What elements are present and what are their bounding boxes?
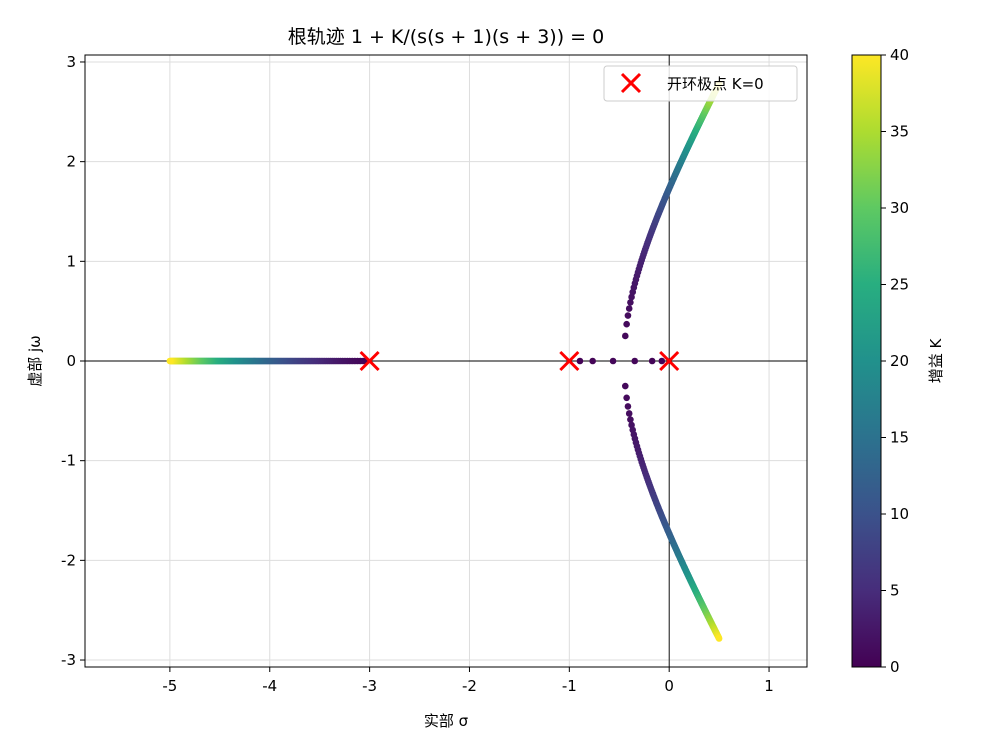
locus-point [589, 357, 596, 365]
colorbar-tick-label: 30 [890, 199, 909, 217]
locus-point [625, 305, 633, 312]
y-tick-label: 3 [66, 53, 76, 71]
y-tick-label: -1 [61, 452, 76, 470]
y-tick-label: -2 [61, 551, 76, 569]
locus-point [623, 320, 630, 328]
x-tick-label: -5 [162, 677, 177, 695]
open-loop-pole-marker [359, 350, 380, 372]
x-tick-label: -1 [562, 677, 577, 695]
y-tick-label: 0 [66, 352, 76, 370]
legend-box [603, 65, 798, 102]
colorbar-tick-label: 20 [890, 352, 909, 370]
colorbar-tick-label: 15 [890, 429, 909, 447]
open-loop-pole-marker [559, 350, 580, 372]
locus-points [166, 80, 723, 642]
legend-label: 开环极点 K=0 [667, 75, 764, 93]
locus-point [631, 357, 639, 365]
colorbar-tick-label: 25 [890, 276, 909, 294]
locus-point [658, 357, 666, 365]
colorbar-ticks: 0 5 10 15 20 25 30 35 40 [881, 46, 909, 676]
locus-point [624, 312, 632, 319]
colorbar-label: 增益 K [927, 338, 945, 384]
locus-point [621, 332, 629, 340]
chart-title: 根轨迹 1 + K/(s(s + 1)(s + 3)) = 0 [288, 26, 604, 48]
open-loop-poles [359, 350, 680, 372]
locus-point [576, 357, 584, 365]
y-axis-ticks: -3 -2 -1 0 1 2 3 [61, 53, 85, 669]
y-tick-label: -3 [61, 651, 76, 669]
y-tick-label: 1 [66, 252, 76, 270]
locus-point [624, 403, 632, 410]
locus-point [625, 410, 633, 417]
pole-x-stroke [559, 350, 580, 372]
legend: 开环极点 K=0 [603, 65, 798, 102]
legend-marker-icon [620, 72, 642, 94]
x-tick-label: 0 [664, 677, 674, 695]
x-tick-label: -4 [262, 677, 277, 695]
locus-point [621, 382, 629, 390]
locus-point [648, 357, 656, 365]
x-tick-label: -2 [462, 677, 477, 695]
x-axis-label: 实部 σ [424, 712, 469, 730]
locus-point [715, 635, 723, 642]
colorbar-tick-label: 5 [890, 582, 900, 600]
x-axis-ticks: -5 -4 -3 -2 -1 0 1 [162, 667, 774, 695]
locus-point [627, 299, 634, 306]
open-loop-pole-marker [659, 350, 680, 372]
x-tick-label: -3 [362, 677, 377, 695]
colorbar-tick-label: 40 [890, 46, 909, 64]
pole-x-stroke [659, 350, 680, 372]
colorbar-tick-label: 10 [890, 505, 909, 523]
locus-point [627, 416, 634, 423]
x-tick-label: 1 [764, 677, 774, 695]
y-tick-label: 2 [66, 153, 76, 171]
colorbar-tick-label: 35 [890, 123, 909, 141]
locus-point [609, 357, 617, 365]
pole-x-stroke [359, 350, 380, 372]
colorbar-tick-label: 0 [890, 658, 900, 676]
y-axis-label: 虚部 jω [26, 335, 44, 387]
locus-point [166, 357, 174, 365]
locus-point [623, 394, 630, 402]
colorbar [851, 54, 882, 668]
